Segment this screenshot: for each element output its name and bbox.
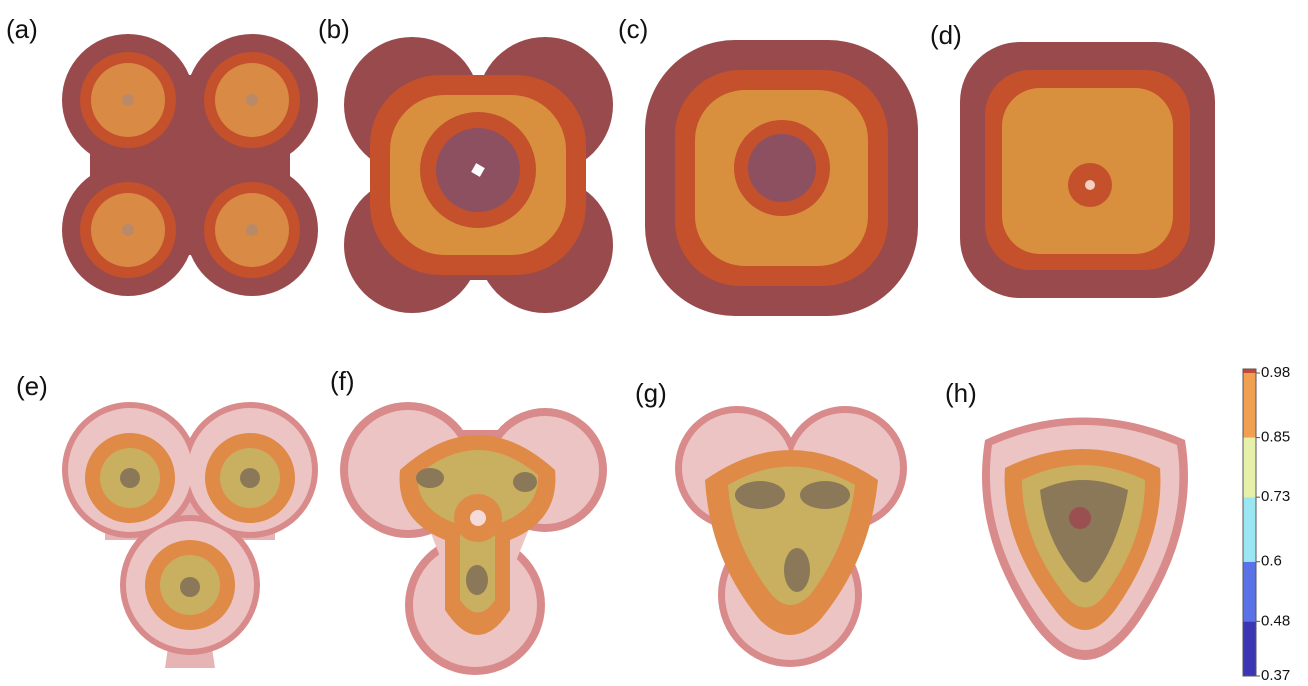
colorbar-band — [1243, 497, 1256, 562]
colorbar-tick-label: 0.48 — [1261, 612, 1290, 629]
panel-label: (f) — [330, 366, 355, 396]
colorbar-tick-label: 0.85 — [1261, 429, 1290, 446]
colorbar-tick-label: 0.37 — [1261, 667, 1290, 684]
panel-label: (h) — [945, 378, 977, 408]
figure: (a) (b) (c) (d) (e) (f) (g) (h) 0.98 0.85… — [0, 0, 1308, 686]
panel-label: (b) — [318, 14, 350, 44]
panel-f — [340, 402, 607, 675]
panel-e — [62, 402, 318, 668]
panel-label: (g) — [635, 378, 667, 408]
colorbar-band — [1243, 369, 1256, 373]
colorbar-tick-label: 0.6 — [1261, 553, 1282, 570]
panel-label: (d) — [930, 20, 962, 50]
panel-h — [982, 418, 1188, 661]
panel-label: (a) — [6, 14, 38, 44]
colorbar-tick-label: 0.73 — [1261, 488, 1290, 505]
colorbar: 0.98 0.85 0.73 0.6 0.48 0.37 — [1243, 364, 1290, 684]
panel-d — [960, 42, 1215, 298]
panel-c — [645, 40, 918, 316]
colorbar-band — [1243, 373, 1256, 438]
panel-a — [62, 34, 318, 296]
colorbar-tick-label: 0.98 — [1261, 364, 1290, 381]
panel-b — [344, 37, 613, 313]
colorbar-band — [1243, 438, 1256, 498]
panel-label: (c) — [618, 14, 648, 44]
panel-g — [675, 406, 907, 667]
colorbar-band — [1243, 621, 1256, 676]
panel-label: (e) — [16, 371, 48, 401]
colorbar-band — [1243, 562, 1256, 622]
